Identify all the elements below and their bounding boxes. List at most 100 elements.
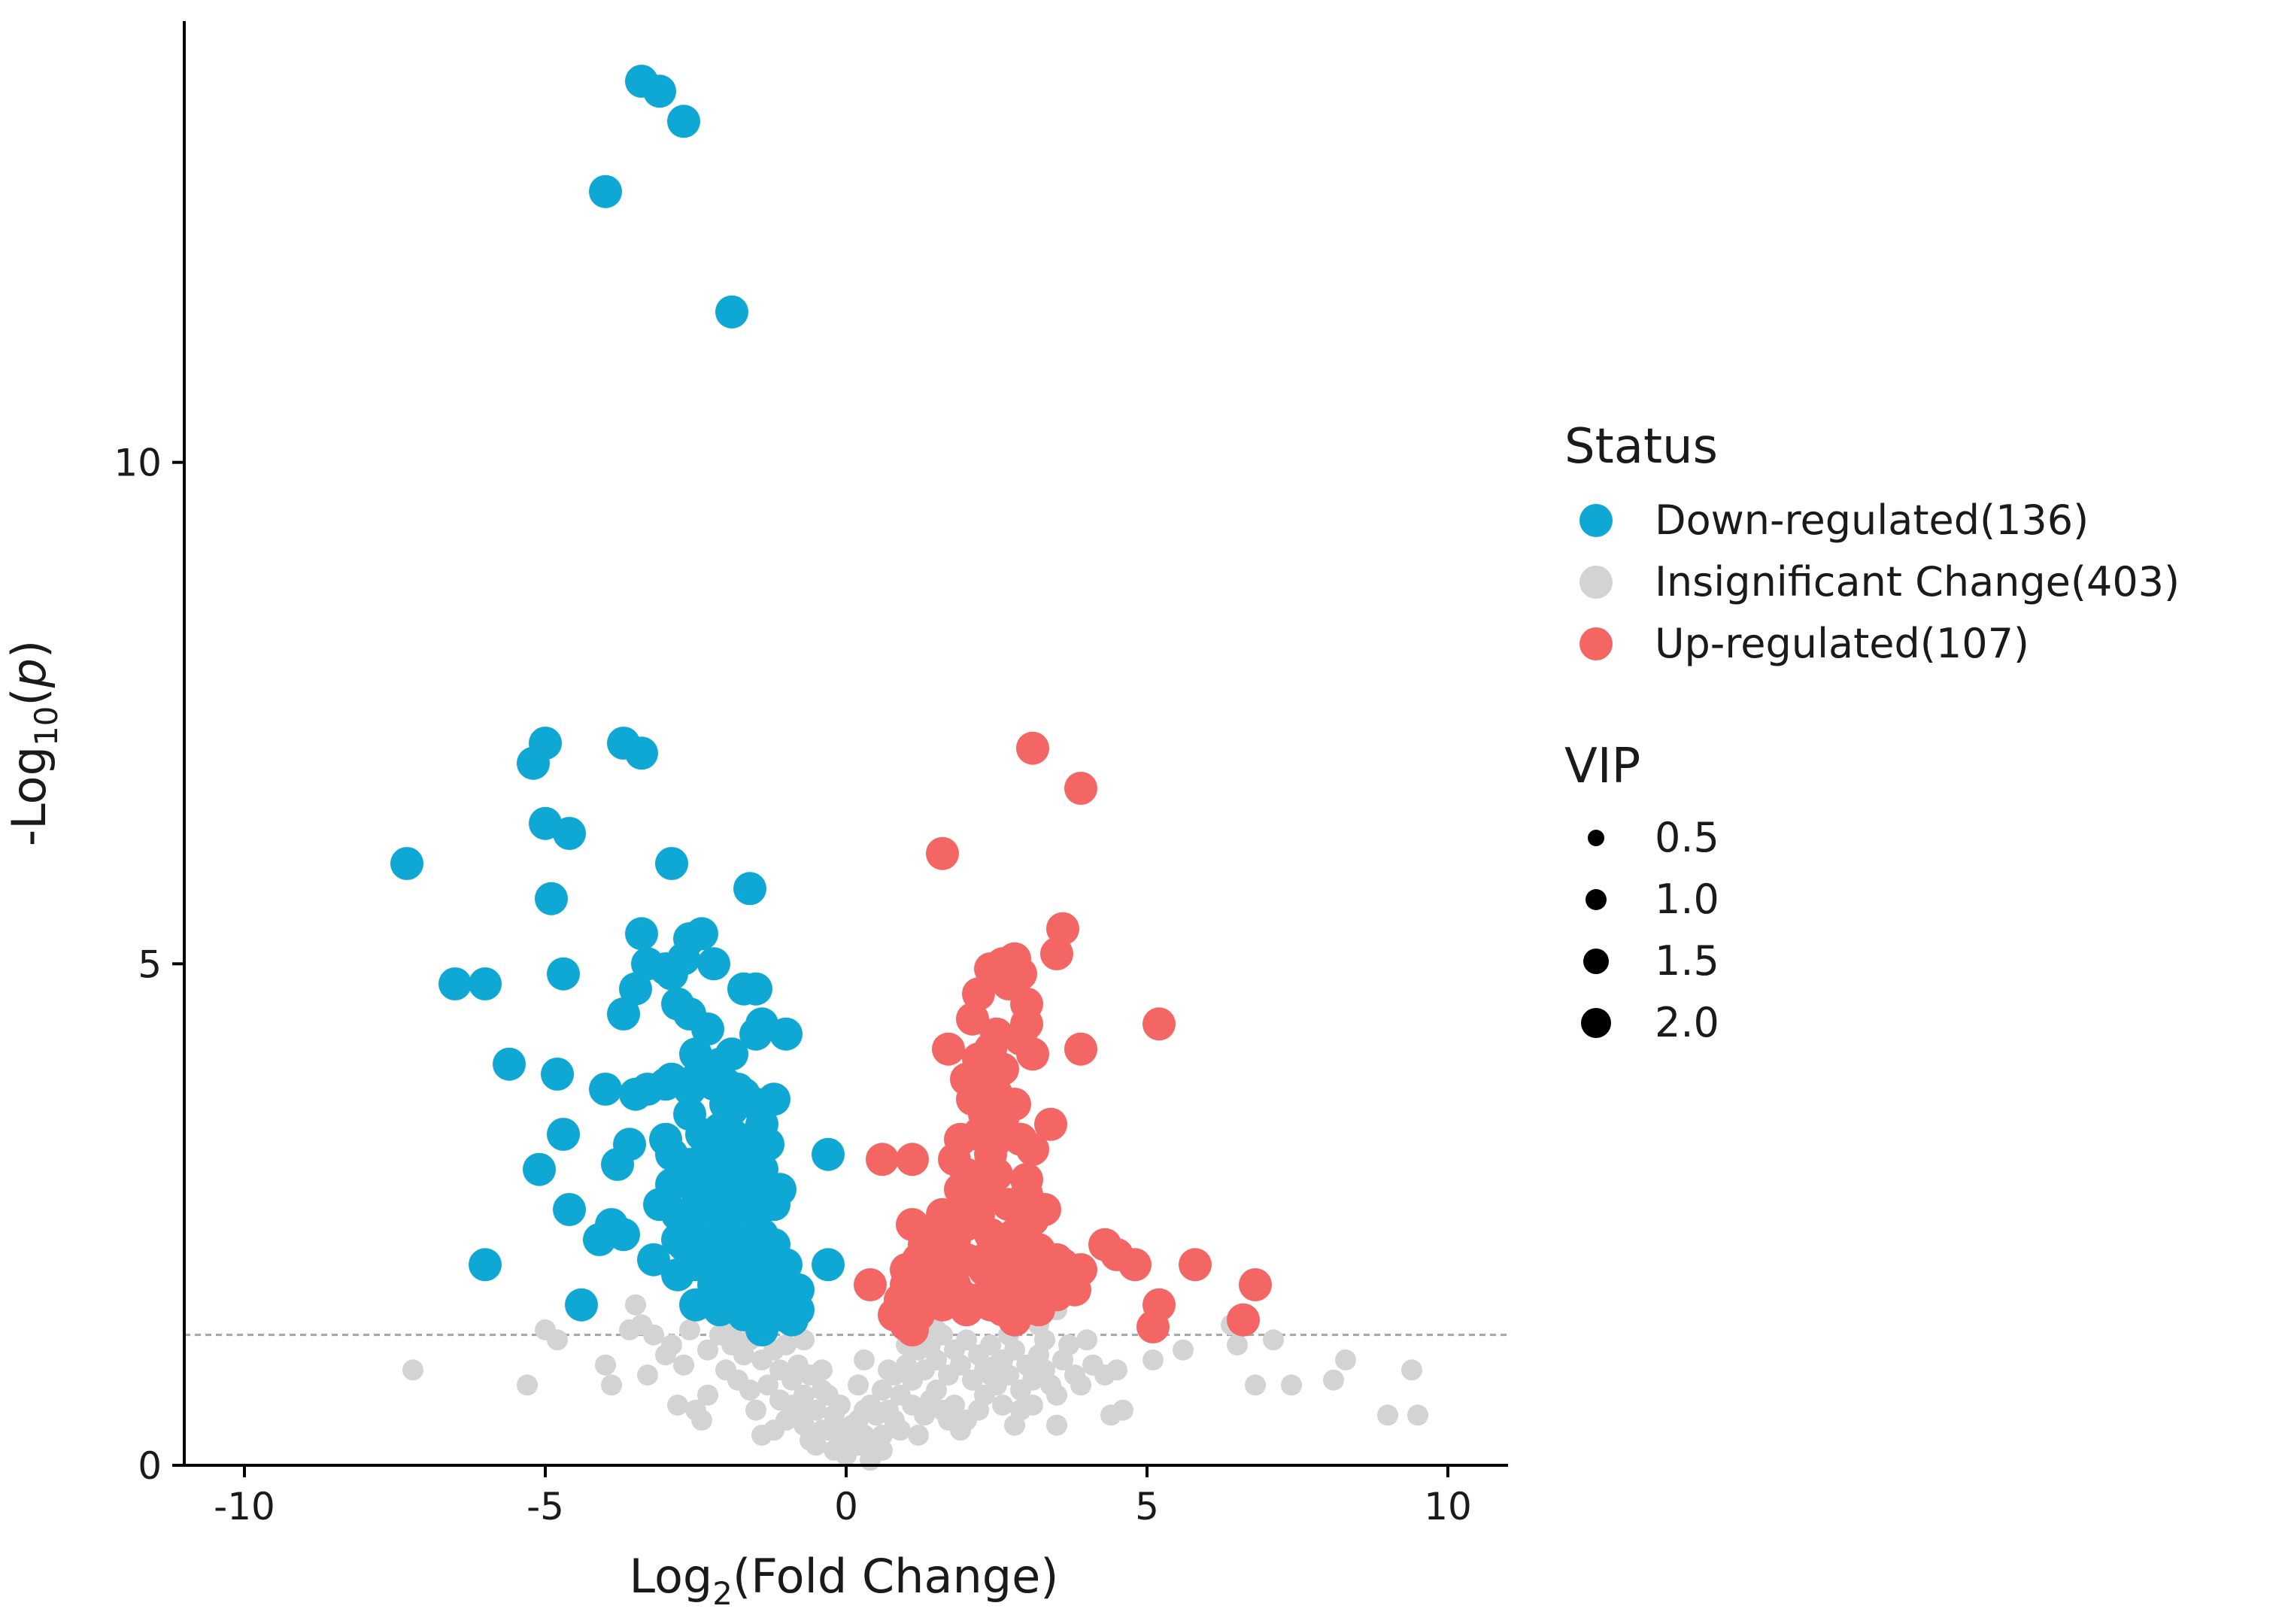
- axes: [183, 21, 1508, 1467]
- y-tick-label: 5: [138, 943, 162, 986]
- point-insig: [878, 1359, 899, 1381]
- point-down: [643, 74, 676, 108]
- point-down: [733, 872, 766, 906]
- point-up: [1064, 772, 1097, 805]
- point-down: [757, 1228, 790, 1261]
- point-down: [565, 1288, 598, 1322]
- point-down: [715, 1118, 748, 1151]
- point-insig: [402, 1359, 423, 1381]
- y-axis-title-subscript: 10: [28, 706, 65, 746]
- point-up: [926, 836, 959, 870]
- point-insig: [595, 1354, 616, 1376]
- legend: Status Down-regulated(136) Insignificant …: [1564, 419, 2180, 1046]
- point-down: [643, 1188, 676, 1222]
- point-insig: [1173, 1339, 1194, 1361]
- point-down: [619, 972, 652, 1006]
- point-insig: [751, 1425, 772, 1446]
- point-insig: [775, 1334, 797, 1355]
- point-down: [553, 817, 586, 850]
- x-axis-title-subscript: 2: [712, 1575, 733, 1612]
- legend-label-insig: Insignificant Change(403): [1655, 558, 2180, 606]
- point-up: [1040, 937, 1073, 970]
- point-insig: [1046, 1414, 1067, 1436]
- point-down: [691, 1012, 724, 1046]
- point-up: [1034, 1107, 1067, 1141]
- point-up: [932, 1032, 965, 1066]
- vip-label: 1.0: [1655, 876, 1719, 923]
- point-insig: [830, 1395, 851, 1416]
- point-insig: [968, 1399, 989, 1421]
- x-tick-label: -10: [214, 1485, 275, 1528]
- point-insig: [787, 1399, 809, 1421]
- point-up: [986, 1103, 1019, 1136]
- point-down: [595, 1208, 628, 1241]
- point-down: [541, 1058, 574, 1091]
- point-insig: [547, 1329, 568, 1351]
- point-down: [517, 746, 550, 780]
- point-insig: [673, 1354, 694, 1376]
- point-up: [1064, 1032, 1097, 1066]
- point-insig: [836, 1419, 857, 1441]
- point-down: [625, 736, 658, 770]
- point-insig: [685, 1399, 706, 1421]
- x-tick-label: 5: [1135, 1485, 1159, 1528]
- point-down: [751, 1128, 784, 1161]
- point-down: [469, 967, 502, 1000]
- point-down: [697, 947, 730, 981]
- vip-label: 0.5: [1655, 814, 1719, 861]
- point-up: [1142, 1007, 1176, 1041]
- point-insig: [1004, 1414, 1025, 1436]
- point-insig: [1070, 1374, 1091, 1396]
- point-down: [781, 1293, 815, 1327]
- point-insig: [902, 1395, 923, 1416]
- point-insig: [926, 1349, 947, 1371]
- point-down: [812, 1248, 845, 1282]
- point-down: [547, 1118, 580, 1151]
- point-insig: [601, 1374, 622, 1396]
- legend-label-up: Up-regulated(107): [1655, 620, 2029, 667]
- point-insig: [769, 1389, 790, 1411]
- vip-key: [1581, 1008, 1611, 1038]
- point-insig: [625, 1294, 646, 1316]
- x-tick-label: -5: [526, 1485, 564, 1528]
- point-insig: [715, 1359, 736, 1381]
- point-down: [589, 175, 622, 208]
- point-up: [866, 1143, 899, 1176]
- point-insig: [1281, 1374, 1302, 1396]
- point-down: [589, 1073, 622, 1106]
- point-insig: [745, 1399, 766, 1421]
- point-down: [625, 917, 658, 951]
- point-insig: [697, 1339, 718, 1361]
- point-insig: [1401, 1359, 1422, 1381]
- point-down: [739, 1198, 772, 1231]
- point-insig: [637, 1364, 658, 1386]
- legend-label-down: Down-regulated(136): [1655, 496, 2089, 544]
- point-down: [667, 105, 700, 138]
- point-up: [932, 1258, 965, 1292]
- point-up: [1028, 1193, 1061, 1226]
- point-up: [1016, 731, 1049, 765]
- point-down: [812, 1137, 845, 1171]
- point-down: [438, 967, 472, 1000]
- point-insig: [643, 1324, 664, 1346]
- point-up: [1040, 1243, 1073, 1276]
- point-up: [1004, 1022, 1037, 1056]
- data-points: [390, 65, 1428, 1471]
- point-insig: [757, 1374, 778, 1396]
- point-up: [854, 1268, 887, 1301]
- point-insig: [950, 1354, 971, 1376]
- point-up: [920, 1218, 953, 1252]
- point-up: [968, 1243, 1001, 1276]
- point-insig: [517, 1374, 538, 1396]
- point-insig: [824, 1440, 845, 1461]
- point-insig: [739, 1380, 760, 1401]
- point-down: [673, 1097, 706, 1131]
- point-down: [739, 1017, 772, 1051]
- point-down: [637, 1243, 670, 1276]
- point-insig: [1407, 1404, 1428, 1426]
- point-insig: [1245, 1374, 1266, 1396]
- point-insig: [950, 1419, 971, 1441]
- point-insig: [667, 1395, 688, 1416]
- point-down: [607, 997, 640, 1031]
- point-insig: [812, 1359, 833, 1381]
